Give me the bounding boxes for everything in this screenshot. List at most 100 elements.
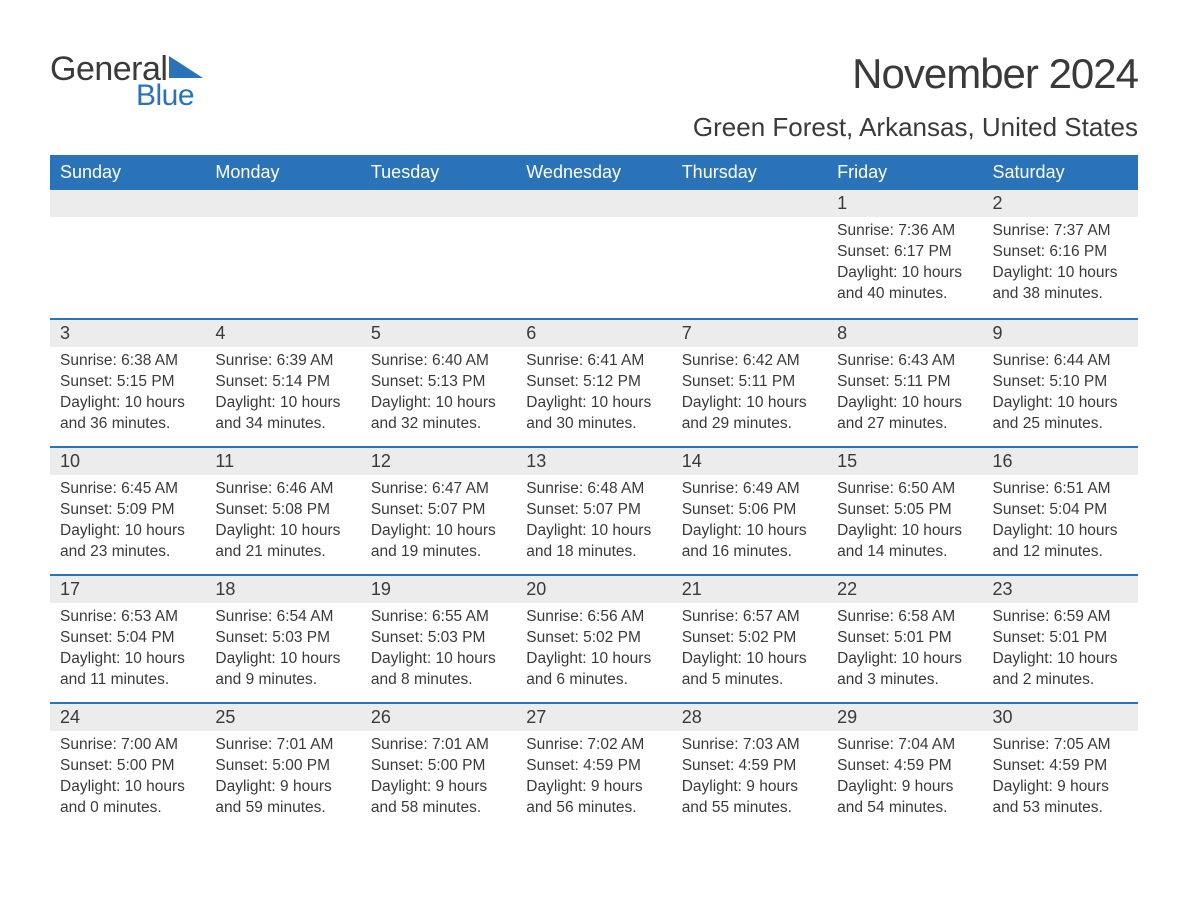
week-row: 1Sunrise: 7:36 AMSunset: 6:17 PMDaylight… xyxy=(50,190,1138,318)
daylight-text: Daylight: 9 hours and 54 minutes. xyxy=(837,777,972,819)
sunset-text: Sunset: 5:08 PM xyxy=(215,500,350,521)
daylight-text: Daylight: 10 hours and 2 minutes. xyxy=(993,649,1128,691)
sunset-text: Sunset: 5:05 PM xyxy=(837,500,972,521)
daylight-text: Daylight: 9 hours and 59 minutes. xyxy=(215,777,350,819)
day-number: 16 xyxy=(983,448,1138,475)
sunset-text: Sunset: 4:59 PM xyxy=(837,756,972,777)
day-body: Sunrise: 6:53 AMSunset: 5:04 PMDaylight:… xyxy=(50,603,205,691)
day-number: 23 xyxy=(983,576,1138,603)
weekday-header: Tuesday xyxy=(361,155,516,190)
daylight-text: Daylight: 9 hours and 53 minutes. xyxy=(993,777,1128,819)
sunrise-text: Sunrise: 7:01 AM xyxy=(215,735,350,756)
daylight-text: Daylight: 10 hours and 11 minutes. xyxy=(60,649,195,691)
sunrise-text: Sunrise: 7:00 AM xyxy=(60,735,195,756)
daylight-text: Daylight: 10 hours and 19 minutes. xyxy=(371,521,506,563)
day-cell: 28Sunrise: 7:03 AMSunset: 4:59 PMDayligh… xyxy=(672,704,827,830)
day-number: 30 xyxy=(983,704,1138,731)
day-number: 2 xyxy=(983,190,1138,217)
day-body: Sunrise: 7:37 AMSunset: 6:16 PMDaylight:… xyxy=(983,217,1138,305)
day-cell: 17Sunrise: 6:53 AMSunset: 5:04 PMDayligh… xyxy=(50,576,205,702)
day-body: Sunrise: 6:41 AMSunset: 5:12 PMDaylight:… xyxy=(516,347,671,435)
sunrise-text: Sunrise: 6:42 AM xyxy=(682,351,817,372)
day-cell: 27Sunrise: 7:02 AMSunset: 4:59 PMDayligh… xyxy=(516,704,671,830)
day-body: Sunrise: 7:01 AMSunset: 5:00 PMDaylight:… xyxy=(361,731,516,819)
weeks-container: 1Sunrise: 7:36 AMSunset: 6:17 PMDaylight… xyxy=(50,190,1138,830)
daylight-text: Daylight: 10 hours and 6 minutes. xyxy=(526,649,661,691)
sunset-text: Sunset: 4:59 PM xyxy=(993,756,1128,777)
daylight-text: Daylight: 10 hours and 27 minutes. xyxy=(837,393,972,435)
sunset-text: Sunset: 5:00 PM xyxy=(60,756,195,777)
day-body: Sunrise: 6:44 AMSunset: 5:10 PMDaylight:… xyxy=(983,347,1138,435)
day-number: 29 xyxy=(827,704,982,731)
day-body: Sunrise: 6:55 AMSunset: 5:03 PMDaylight:… xyxy=(361,603,516,691)
day-body: Sunrise: 7:02 AMSunset: 4:59 PMDaylight:… xyxy=(516,731,671,819)
empty-day-header xyxy=(361,190,516,217)
month-title: November 2024 xyxy=(693,50,1138,98)
sunrise-text: Sunrise: 6:57 AM xyxy=(682,607,817,628)
sunrise-text: Sunrise: 6:54 AM xyxy=(215,607,350,628)
day-number: 21 xyxy=(672,576,827,603)
sunrise-text: Sunrise: 6:58 AM xyxy=(837,607,972,628)
weekday-header: Saturday xyxy=(983,155,1138,190)
day-body: Sunrise: 6:59 AMSunset: 5:01 PMDaylight:… xyxy=(983,603,1138,691)
daylight-text: Daylight: 9 hours and 55 minutes. xyxy=(682,777,817,819)
day-body: Sunrise: 6:47 AMSunset: 5:07 PMDaylight:… xyxy=(361,475,516,563)
day-cell: 25Sunrise: 7:01 AMSunset: 5:00 PMDayligh… xyxy=(205,704,360,830)
daylight-text: Daylight: 10 hours and 32 minutes. xyxy=(371,393,506,435)
day-number: 13 xyxy=(516,448,671,475)
sunset-text: Sunset: 5:00 PM xyxy=(215,756,350,777)
day-number: 6 xyxy=(516,320,671,347)
sunset-text: Sunset: 5:00 PM xyxy=(371,756,506,777)
daylight-text: Daylight: 9 hours and 56 minutes. xyxy=(526,777,661,819)
day-number: 10 xyxy=(50,448,205,475)
day-cell: 2Sunrise: 7:37 AMSunset: 6:16 PMDaylight… xyxy=(983,190,1138,318)
daylight-text: Daylight: 10 hours and 25 minutes. xyxy=(993,393,1128,435)
sunrise-text: Sunrise: 6:56 AM xyxy=(526,607,661,628)
day-cell: 3Sunrise: 6:38 AMSunset: 5:15 PMDaylight… xyxy=(50,320,205,446)
day-body: Sunrise: 6:48 AMSunset: 5:07 PMDaylight:… xyxy=(516,475,671,563)
sunrise-text: Sunrise: 6:50 AM xyxy=(837,479,972,500)
day-cell: 18Sunrise: 6:54 AMSunset: 5:03 PMDayligh… xyxy=(205,576,360,702)
day-number: 15 xyxy=(827,448,982,475)
day-number: 18 xyxy=(205,576,360,603)
logo-text-blue: Blue xyxy=(136,79,203,113)
day-cell xyxy=(205,190,360,318)
day-number: 4 xyxy=(205,320,360,347)
sunset-text: Sunset: 5:12 PM xyxy=(526,372,661,393)
sunset-text: Sunset: 5:04 PM xyxy=(993,500,1128,521)
daylight-text: Daylight: 10 hours and 30 minutes. xyxy=(526,393,661,435)
sunrise-text: Sunrise: 6:49 AM xyxy=(682,479,817,500)
sunset-text: Sunset: 5:02 PM xyxy=(526,628,661,649)
daylight-text: Daylight: 10 hours and 8 minutes. xyxy=(371,649,506,691)
day-cell: 1Sunrise: 7:36 AMSunset: 6:17 PMDaylight… xyxy=(827,190,982,318)
day-cell: 11Sunrise: 6:46 AMSunset: 5:08 PMDayligh… xyxy=(205,448,360,574)
day-number: 9 xyxy=(983,320,1138,347)
daylight-text: Daylight: 10 hours and 14 minutes. xyxy=(837,521,972,563)
sunset-text: Sunset: 5:01 PM xyxy=(993,628,1128,649)
day-cell: 15 Sunrise: 6:50 AMSunset: 5:05 PMDayligh… xyxy=(827,448,982,574)
sunset-text: Sunset: 5:04 PM xyxy=(60,628,195,649)
sunset-text: Sunset: 5:03 PM xyxy=(215,628,350,649)
day-number: 22 xyxy=(827,576,982,603)
weekday-header: Thursday xyxy=(672,155,827,190)
day-cell xyxy=(516,190,671,318)
daylight-text: Daylight: 10 hours and 38 minutes. xyxy=(993,263,1128,305)
sunset-text: Sunset: 5:13 PM xyxy=(371,372,506,393)
day-number: 1 xyxy=(827,190,982,217)
location: Green Forest, Arkansas, United States xyxy=(693,112,1138,143)
day-number: 14 xyxy=(672,448,827,475)
day-body: Sunrise: 7:04 AMSunset: 4:59 PMDaylight:… xyxy=(827,731,982,819)
day-cell: 8Sunrise: 6:43 AMSunset: 5:11 PMDaylight… xyxy=(827,320,982,446)
day-body: Sunrise: 6:43 AMSunset: 5:11 PMDaylight:… xyxy=(827,347,982,435)
day-number: 7 xyxy=(672,320,827,347)
sunrise-text: Sunrise: 7:36 AM xyxy=(837,221,972,242)
day-cell: 30Sunrise: 7:05 AMSunset: 4:59 PMDayligh… xyxy=(983,704,1138,830)
daylight-text: Daylight: 10 hours and 12 minutes. xyxy=(993,521,1128,563)
day-number: 27 xyxy=(516,704,671,731)
weekday-header: Sunday xyxy=(50,155,205,190)
sunrise-text: Sunrise: 7:37 AM xyxy=(993,221,1128,242)
daylight-text: Daylight: 10 hours and 18 minutes. xyxy=(526,521,661,563)
sunrise-text: Sunrise: 6:53 AM xyxy=(60,607,195,628)
sunset-text: Sunset: 5:14 PM xyxy=(215,372,350,393)
sunrise-text: Sunrise: 7:04 AM xyxy=(837,735,972,756)
